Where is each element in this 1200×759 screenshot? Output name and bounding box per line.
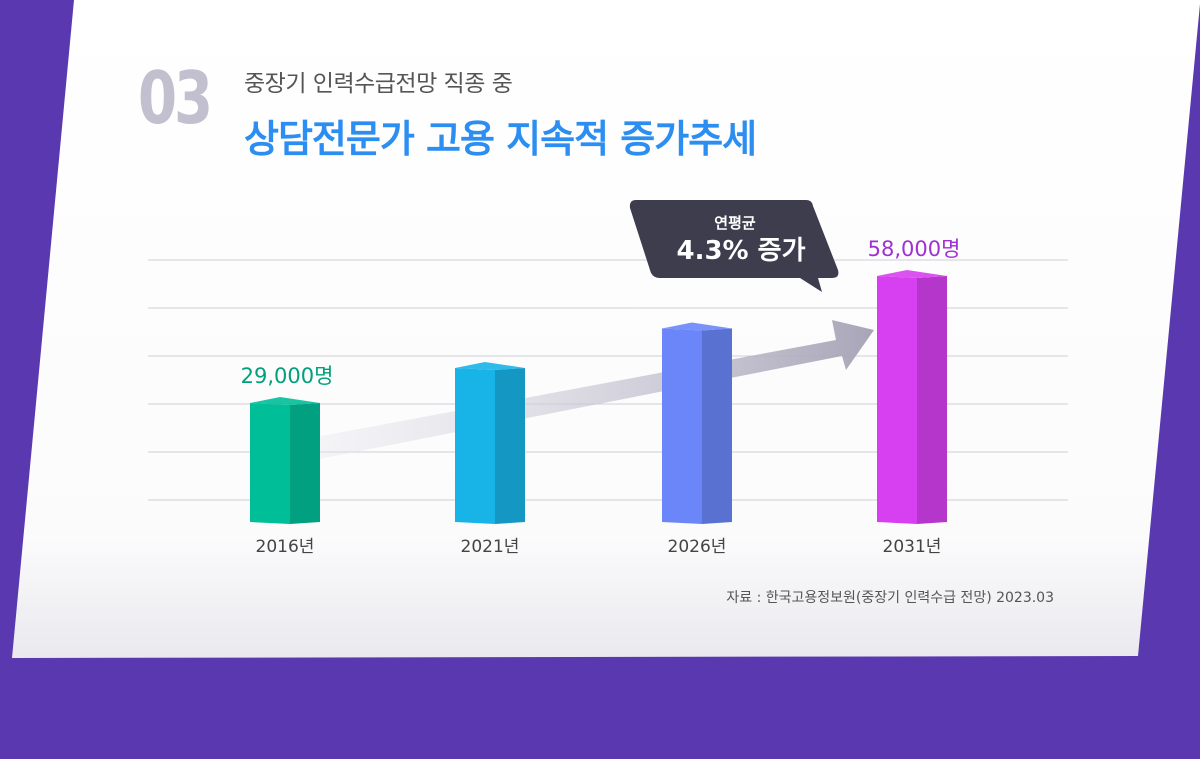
section-number: 03	[138, 56, 213, 140]
bar-front	[455, 367, 495, 524]
source-note: 자료 : 한국고용정보원(중장기 인력수급 전망) 2023.03	[726, 590, 1054, 606]
bars	[250, 270, 947, 524]
page-subtitle: 중장기 인력수급전망 직종 중	[244, 71, 513, 97]
bar-top	[455, 361, 525, 370]
data-label: 29,000명	[241, 364, 334, 388]
bar-side	[495, 367, 525, 524]
bar-side	[702, 328, 732, 524]
bar-front	[250, 403, 290, 524]
growth-callout: 연평균 4.3% 증가	[629, 200, 839, 292]
bar-3	[662, 322, 732, 524]
bar-front	[662, 328, 702, 524]
callout-line2: 4.3% 증가	[676, 236, 805, 266]
bar-side	[290, 403, 320, 524]
bar-front	[877, 276, 917, 524]
bar-4	[877, 270, 947, 524]
x-tick-label: 2016년	[256, 537, 315, 557]
bar-top	[877, 270, 947, 278]
x-tick-label: 2031년	[883, 537, 942, 557]
x-tick-label: 2021년	[461, 537, 520, 557]
bar-top	[662, 322, 732, 331]
bar-2	[455, 361, 525, 524]
data-label: 58,000명	[868, 237, 961, 261]
bar-top	[250, 397, 320, 405]
page-title: 상담전문가 고용 지속적 증가추세	[244, 117, 757, 161]
bar-side	[917, 276, 947, 524]
x-tick-label: 2026년	[668, 537, 727, 557]
trend-arrow	[300, 320, 874, 462]
callout-line1: 연평균	[714, 214, 756, 232]
bar-1	[250, 397, 320, 524]
labels: 2016년 29,000명 2021년 2026년 2031년 58,000명	[241, 237, 961, 557]
